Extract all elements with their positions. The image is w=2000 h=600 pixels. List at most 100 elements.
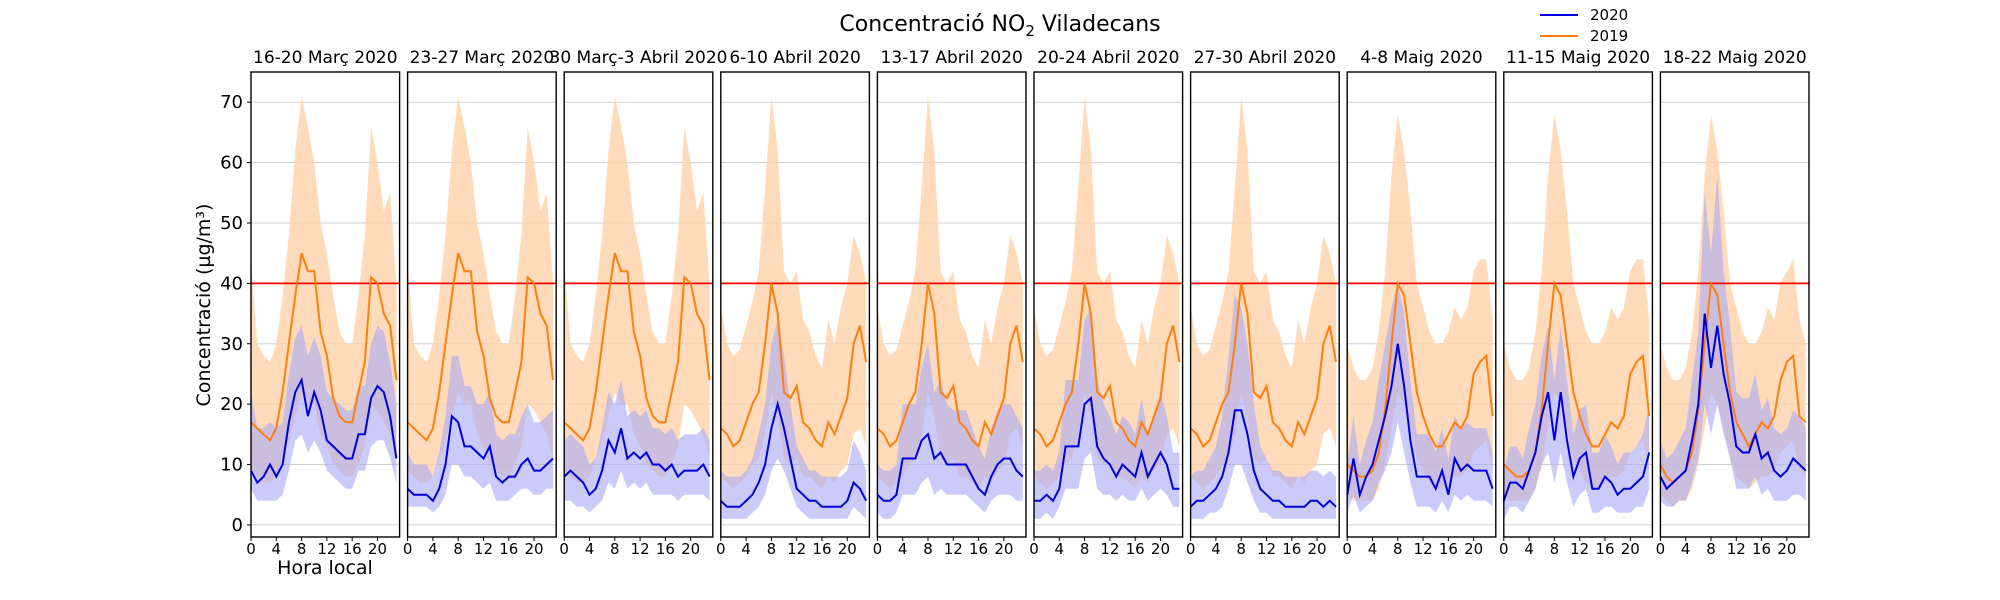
x-tick-label: 8 xyxy=(767,540,777,558)
x-tick-label: 8 xyxy=(1236,540,1246,558)
series-2020-line xyxy=(876,432,1024,502)
panel-frame xyxy=(406,71,557,538)
chart-title-subscript: 2 xyxy=(1025,22,1035,40)
x-tick-label: 12 xyxy=(1570,540,1589,558)
x-tick-label: 4 xyxy=(1681,540,1691,558)
panel-4: 6-10 Abril 2020 0 4 8 12 16 20 xyxy=(716,48,871,558)
series-2019-line xyxy=(1033,283,1181,449)
x-tick-label: 16 xyxy=(656,540,675,558)
panel-7: 27-30 Abril 2020 0 4 8 12 16 20 xyxy=(1186,48,1340,558)
series-2020-line xyxy=(1034,396,1180,503)
y-tick-label: 0 xyxy=(232,515,243,536)
x-tick-label: 4 xyxy=(1524,540,1534,558)
series-2020-line xyxy=(406,414,554,503)
panel-2: 23-27 Març 2020 0 4 8 12 16 20 xyxy=(403,48,557,558)
x-tick-label: 4 xyxy=(585,540,595,558)
x-tick-label: 20 xyxy=(368,540,387,558)
panel-frame xyxy=(563,71,714,538)
x-tick-label: 8 xyxy=(1706,540,1716,558)
series-2020-line xyxy=(250,376,398,485)
x-tick-label: 20 xyxy=(1308,540,1327,558)
series-2020-line xyxy=(1189,409,1337,509)
panel-frame xyxy=(720,71,871,538)
band-2020 xyxy=(720,319,867,519)
x-tick-label: 16 xyxy=(1126,540,1145,558)
series-2019-line xyxy=(720,283,868,449)
chart-title-tail: Viladecans xyxy=(1035,12,1161,37)
band-2020 xyxy=(251,325,397,501)
band-2020 xyxy=(1347,283,1493,513)
series-2020-line xyxy=(1346,343,1494,499)
panel-frame xyxy=(1033,71,1184,538)
x-tick-label: 12 xyxy=(1100,540,1119,558)
series-2020-line xyxy=(563,428,711,497)
legend-label-2019: 2019 xyxy=(1590,27,1628,45)
band-2020 xyxy=(1190,295,1336,519)
x-tick-label: 20 xyxy=(1151,540,1170,558)
y-tick-label: 70 xyxy=(220,92,243,113)
legend-label-2020: 2020 xyxy=(1590,6,1628,24)
x-tick-label: 4 xyxy=(428,540,438,558)
y-tick-label: 30 xyxy=(220,334,243,355)
y-axis-label: Concentració (µg/m³) xyxy=(193,204,215,407)
x-tick-label: 0 xyxy=(1342,540,1352,558)
x-tick-label: 12 xyxy=(944,540,963,558)
panel-title: 16-20 Març 2020 xyxy=(253,48,398,68)
x-tick-label: 4 xyxy=(741,540,751,558)
x-tick-label: 16 xyxy=(1439,540,1458,558)
x-tick-label: 20 xyxy=(1621,540,1640,558)
panel-title: 13-17 Abril 2020 xyxy=(881,48,1023,68)
x-tick-label: 20 xyxy=(1464,540,1483,558)
panel-frame xyxy=(1346,71,1497,538)
band-2020 xyxy=(877,343,1023,519)
x-tick-label: 16 xyxy=(499,540,518,558)
panel-title: 23-27 Març 2020 xyxy=(410,48,555,68)
x-tick-label: 20 xyxy=(994,540,1013,558)
series-2019-line xyxy=(1346,280,1494,478)
series-2020-line xyxy=(1502,391,1651,502)
x-tick-label: 0 xyxy=(1656,540,1666,558)
x-tick-label: 0 xyxy=(1186,540,1196,558)
x-tick-label: 16 xyxy=(343,540,362,558)
panel-title: 18-22 Maig 2020 xyxy=(1663,48,1807,68)
y-tick-label: 40 xyxy=(220,273,243,294)
panel-6: 20-24 Abril 2020 0 4 8 12 16 20 xyxy=(1029,48,1184,558)
x-tick-label: 12 xyxy=(1257,540,1276,558)
y-tick-label: 50 xyxy=(220,213,243,234)
series-2019-line xyxy=(250,252,398,443)
x-tick-label: 20 xyxy=(838,540,857,558)
x-tick-label: 16 xyxy=(1282,540,1301,558)
x-tick-label: 16 xyxy=(1752,540,1771,558)
panel-frame xyxy=(1189,71,1340,538)
x-tick-label: 4 xyxy=(898,540,908,558)
y-tick-label: 10 xyxy=(220,455,243,476)
x-tick-label: 8 xyxy=(1080,540,1090,558)
x-tick-label: 12 xyxy=(787,540,806,558)
x-tick-label: 8 xyxy=(610,540,620,558)
x-tick-label: 12 xyxy=(474,540,493,558)
x-tick-label: 20 xyxy=(681,540,700,558)
band-2019 xyxy=(720,96,867,489)
chart-title: Concentració NO2 Viladecans xyxy=(839,12,1160,40)
x-tick-label: 4 xyxy=(1368,540,1378,558)
x-tick-label: 16 xyxy=(969,540,988,558)
panel-8: 4-8 Maig 2020 0 4 8 12 16 20 xyxy=(1342,48,1497,558)
x-tick-label: 0 xyxy=(1029,540,1039,558)
band-2020 xyxy=(564,380,710,513)
x-tick-label: 12 xyxy=(1414,540,1433,558)
panel-title: 30 Març-3 Abril 2020 xyxy=(550,48,728,68)
x-tick-label: 16 xyxy=(812,540,831,558)
x-tick-label: 0 xyxy=(1499,540,1509,558)
panel-frame xyxy=(1659,71,1810,538)
panel-title: 4-8 Maig 2020 xyxy=(1360,48,1482,68)
panel-title: 27-30 Abril 2020 xyxy=(1194,48,1336,68)
x-tick-label: 4 xyxy=(1211,540,1221,558)
band-2020 xyxy=(1034,307,1180,519)
x-tick-label: 4 xyxy=(272,540,282,558)
x-tick-label: 16 xyxy=(1595,540,1614,558)
x-tick-label: 0 xyxy=(246,540,256,558)
